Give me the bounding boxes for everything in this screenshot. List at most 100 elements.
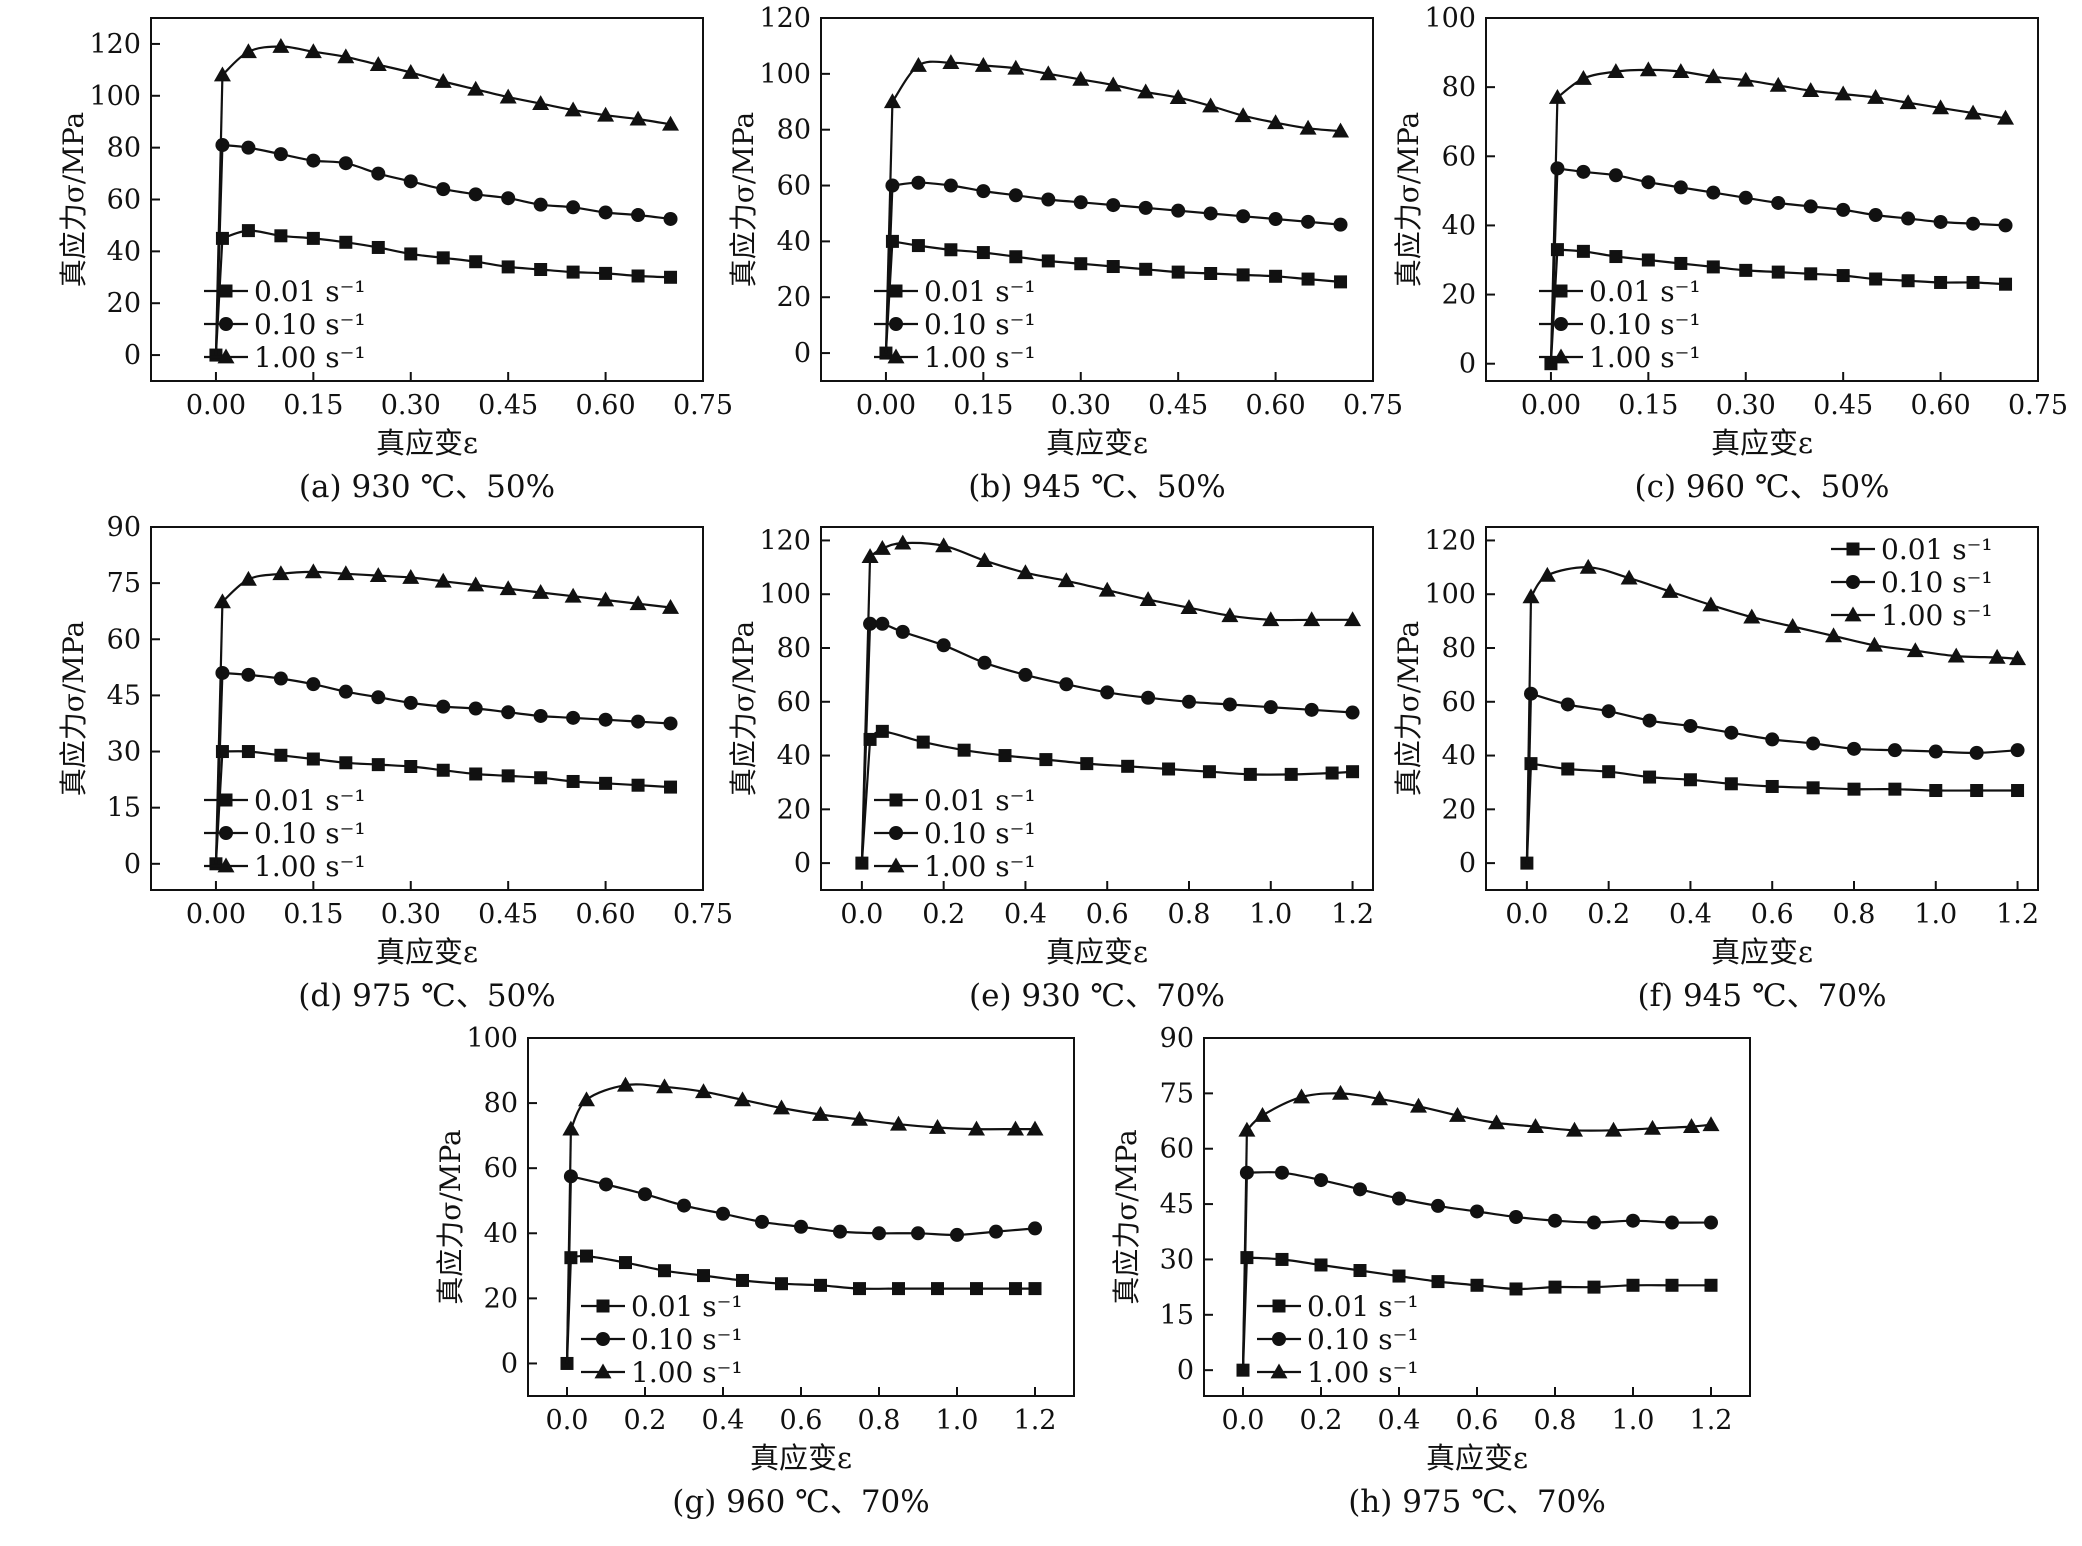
data-point xyxy=(578,1091,595,1107)
y-tick-label: 0 xyxy=(1459,349,1476,380)
data-point xyxy=(916,735,930,749)
data-point xyxy=(1997,109,2015,125)
x-tick-label: 0.4 xyxy=(1378,1405,1421,1436)
data-point xyxy=(677,1198,691,1213)
y-tick-label: 80 xyxy=(1442,72,1476,103)
legend-label: 1.00 s⁻¹ xyxy=(254,341,366,374)
legend-marker xyxy=(1272,1299,1286,1313)
y-tick-label: 20 xyxy=(107,288,141,319)
series-line xyxy=(214,75,224,356)
data-point xyxy=(1548,1213,1562,1228)
legend-label: 0.10 s⁻¹ xyxy=(1881,566,1993,599)
data-point xyxy=(1964,104,1982,120)
legend-label: 1.00 s⁻¹ xyxy=(1307,1356,1419,1389)
data-point xyxy=(434,73,452,88)
data-point xyxy=(564,587,582,603)
data-point xyxy=(755,1214,769,1229)
data-point xyxy=(1353,1182,1367,1197)
data-point xyxy=(1262,611,1280,627)
x-tick-label: 0.0 xyxy=(546,1405,589,1436)
legend-marker xyxy=(217,857,235,873)
data-point xyxy=(1202,765,1216,779)
data-point xyxy=(998,749,1012,763)
data-point xyxy=(1100,685,1115,700)
data-point xyxy=(977,655,992,670)
data-point xyxy=(436,182,451,197)
data-point xyxy=(1672,63,1690,78)
x-tick-label: 0.8 xyxy=(1534,1405,1577,1436)
x-tick-label: 1.2 xyxy=(1014,1405,1057,1436)
data-point xyxy=(773,1099,790,1115)
y-tick-label: 40 xyxy=(1442,210,1476,241)
plot-frame xyxy=(820,526,1374,891)
data-point xyxy=(1765,779,1779,793)
data-point xyxy=(976,246,990,260)
data-point xyxy=(1574,70,1592,85)
x-tick-label: 0.0 xyxy=(840,899,883,930)
data-point xyxy=(598,205,613,220)
data-point xyxy=(619,1256,632,1270)
data-point xyxy=(911,239,925,253)
data-point xyxy=(1887,743,1902,758)
data-point xyxy=(597,106,615,122)
data-point xyxy=(402,63,420,79)
y-tick-label: 100 xyxy=(1424,579,1476,610)
data-point xyxy=(213,66,231,82)
data-point xyxy=(1771,265,1785,279)
y-tick-label: 0 xyxy=(124,340,141,371)
legend-marker xyxy=(1844,606,1862,622)
data-point xyxy=(241,667,256,682)
y-tick-label: 80 xyxy=(777,115,811,146)
legend-label: 0.01 s⁻¹ xyxy=(254,275,366,308)
data-point xyxy=(1392,1191,1406,1206)
x-axis-label: 真应变ε xyxy=(1711,426,1813,460)
data-point xyxy=(1314,1258,1328,1272)
x-tick-label: 0.15 xyxy=(953,390,1013,421)
data-point xyxy=(404,247,418,261)
series-line xyxy=(1241,1130,1248,1371)
legend-label: 0.01 s⁻¹ xyxy=(924,784,1036,817)
data-point xyxy=(1665,1278,1679,1292)
data-point xyxy=(1661,583,1679,598)
data-point xyxy=(1561,762,1575,776)
data-point xyxy=(1802,82,1820,97)
data-point xyxy=(890,1115,907,1131)
x-axis-label: 真应变ε xyxy=(376,426,478,460)
legend-marker xyxy=(219,793,233,807)
data-point xyxy=(1410,1097,1427,1113)
y-tick-label: 40 xyxy=(777,741,811,772)
y-tick-label: 45 xyxy=(1160,1189,1194,1220)
data-point xyxy=(833,1224,847,1239)
y-axis-label: 真应力σ/MPa xyxy=(727,621,760,797)
y-axis-label: 真应力σ/MPa xyxy=(434,1129,467,1305)
x-axis-label: 真应变ε xyxy=(1046,935,1148,969)
x-tick-label: 0.30 xyxy=(1051,390,1111,421)
data-point xyxy=(1643,770,1657,784)
y-tick-label: 80 xyxy=(777,633,811,664)
data-point xyxy=(1579,558,1597,574)
data-point xyxy=(1059,677,1074,692)
data-point xyxy=(306,153,321,168)
data-point xyxy=(580,1249,593,1263)
data-point xyxy=(534,263,548,277)
legend-label: 0.01 s⁻¹ xyxy=(1589,275,1701,308)
legend-marker xyxy=(889,826,903,840)
x-tick-label: 0.15 xyxy=(283,899,343,930)
data-point xyxy=(1803,199,1818,214)
data-point xyxy=(1018,667,1033,682)
data-point xyxy=(599,1177,613,1192)
data-point xyxy=(1008,188,1023,203)
data-point xyxy=(1608,168,1623,183)
data-point xyxy=(1314,1173,1328,1188)
data-point xyxy=(1080,757,1094,771)
data-point xyxy=(2010,743,2025,758)
data-point xyxy=(1325,766,1339,780)
x-tick-label: 1.0 xyxy=(936,1405,979,1436)
data-point xyxy=(631,714,646,729)
data-point xyxy=(436,251,450,265)
data-point xyxy=(1706,260,1720,274)
data-point xyxy=(873,540,891,555)
panel-caption: (g) 960 ℃、70% xyxy=(672,1484,930,1520)
data-point xyxy=(469,255,483,269)
